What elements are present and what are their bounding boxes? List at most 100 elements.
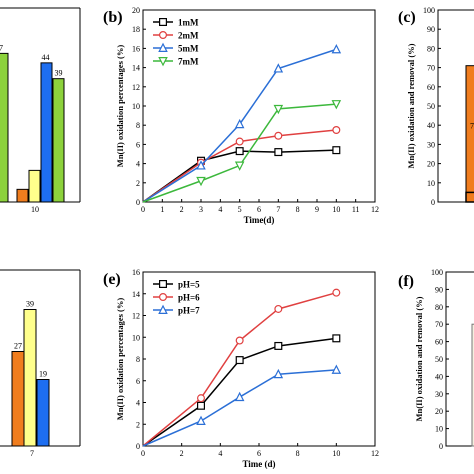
panel-label: (c): [398, 9, 416, 26]
legend-label-pH=7: pH=7: [178, 306, 200, 316]
data-point-1mM: [235, 147, 244, 156]
legend-label-7mM: 7mM: [178, 57, 199, 67]
data-point-pH=7: [234, 391, 245, 402]
y-tick-label: 16: [132, 268, 140, 277]
data-point-2mM: [235, 137, 244, 146]
y-tick-label: 8: [136, 355, 140, 364]
y-tick-label: 0: [431, 198, 435, 207]
x-tick-label: 2: [180, 449, 184, 458]
x-tick-label: 12: [371, 205, 379, 214]
y-tick-label: 40: [427, 121, 435, 130]
x-tick-label: 0: [141, 449, 145, 458]
bar-value-label: 7: [470, 122, 474, 131]
legend-marker-5mM: [158, 42, 168, 53]
data-point-pH=5: [274, 341, 283, 350]
y-tick-label: 10: [132, 333, 140, 342]
y-tick-label: 6: [136, 140, 140, 149]
bar-value-label: 44: [42, 53, 50, 62]
data-point-5mM: [331, 44, 342, 54]
data-point-7mM: [234, 161, 245, 171]
data-point-1mM: [274, 148, 283, 157]
y-tick-label: 0: [136, 442, 140, 451]
x-tick-label: 6: [257, 205, 261, 214]
data-point-pH=7: [273, 368, 284, 379]
x-tick-label: 7: [276, 205, 280, 214]
legend-marker-2mM: [159, 31, 168, 40]
x-tick-label: 8: [296, 449, 300, 458]
x-tick-label: 0: [141, 205, 145, 214]
y-tick-label: 90: [435, 285, 443, 294]
x-tick-label: 4: [218, 205, 222, 214]
x-tick-label: 1: [160, 205, 164, 214]
data-point-5mM: [234, 118, 245, 129]
data-point-5mM: [196, 160, 206, 170]
data-point-pH=7: [196, 415, 206, 425]
series-line-pH=7: [142, 369, 337, 447]
x-tick-label: 9: [315, 205, 319, 214]
x-tick-label: 3: [199, 205, 203, 214]
data-point-2mM: [332, 125, 341, 134]
legend-marker-pH=7: [158, 304, 168, 314]
bar: [16, 188, 29, 203]
data-point-pH=7: [331, 364, 342, 374]
data-point-7mM: [273, 104, 284, 115]
y-axis-label: Mn(II) oxidation and removal (%): [414, 296, 424, 421]
y-tick-label: 70: [435, 320, 443, 329]
y-tick-label: 0: [136, 198, 140, 207]
x-tick-label: 8: [296, 205, 300, 214]
y-tick-label: 100: [423, 6, 435, 15]
bar: [52, 78, 65, 203]
x-axis-label: Time(d): [244, 215, 275, 225]
data-point-pH=5: [332, 334, 341, 343]
y-tick-label: 100: [431, 268, 443, 277]
x-tick-label: 10: [332, 205, 340, 214]
plot-frame: [445, 271, 474, 447]
y-tick-label: 70: [427, 64, 435, 73]
x-tick-label: 10: [31, 205, 39, 214]
bar: [36, 379, 50, 447]
y-tick-label: 14: [132, 290, 140, 299]
bar: [23, 309, 37, 447]
legend-label-5mM: 5mM: [178, 44, 199, 54]
y-tick-label: 30: [435, 390, 443, 399]
y-tick-label: 16: [132, 44, 140, 53]
series-line-1mM: [142, 149, 337, 203]
y-tick-label: 50: [427, 102, 435, 111]
legend-marker-7mM: [158, 56, 168, 67]
bar: [465, 65, 474, 203]
data-point-7mM: [196, 176, 206, 187]
y-tick-label: 8: [136, 121, 140, 130]
data-point-5mM: [273, 63, 284, 73]
y-tick-label: 4: [136, 399, 140, 408]
data-point-7mM: [331, 100, 342, 110]
x-tick-label: 10: [332, 449, 340, 458]
bar-value-label: 7: [0, 43, 3, 52]
y-axis-label: Mn(II) oxidation percentages (%): [115, 298, 125, 421]
bar-value-label: 27: [14, 342, 22, 351]
legend-marker-pH=5: [159, 280, 168, 289]
x-tick-label: 12: [371, 449, 379, 458]
bar-value-label: 39: [26, 300, 34, 309]
y-tick-label: 6: [136, 377, 140, 386]
bar-value-label: 19: [39, 370, 47, 379]
data-point-pH=6: [332, 288, 341, 297]
y-tick-label: 60: [435, 338, 443, 347]
y-tick-label: 60: [427, 83, 435, 92]
panel-label: (b): [103, 9, 123, 26]
y-tick-label: 4: [136, 160, 140, 169]
bar: [0, 52, 9, 203]
bar: [471, 323, 474, 447]
y-tick-label: 12: [132, 312, 140, 321]
series-line-pH=6: [142, 291, 337, 447]
bar: [465, 191, 474, 203]
x-axis-label: Time (d): [242, 459, 275, 469]
y-tick-label: 20: [132, 6, 140, 15]
data-point-1mM: [332, 146, 341, 155]
y-tick-label: 0: [439, 442, 443, 451]
bar: [11, 351, 25, 447]
legend-label-pH=6: pH=6: [178, 293, 200, 303]
x-tick-label: 6: [257, 449, 261, 458]
y-tick-label: 10: [427, 179, 435, 188]
data-point-pH=5: [235, 356, 244, 365]
